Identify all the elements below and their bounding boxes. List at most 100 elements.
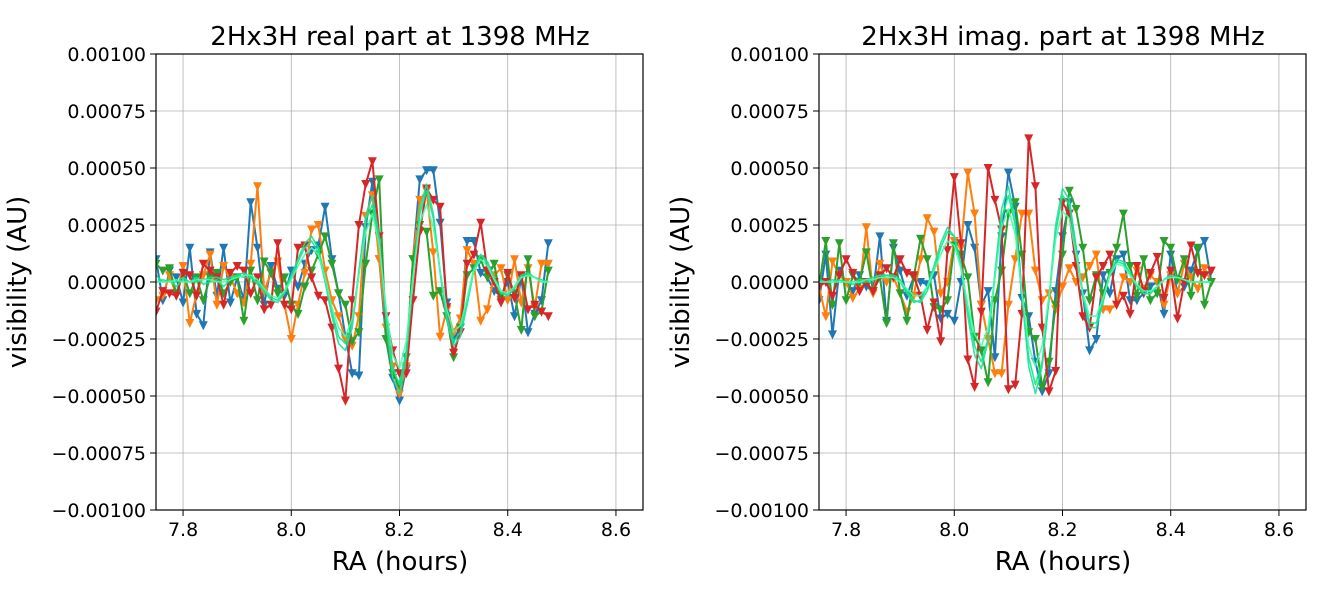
data-point — [239, 266, 249, 276]
series-red — [156, 157, 553, 406]
data-point — [875, 259, 885, 269]
x-tick-label: 8.2 — [384, 519, 414, 541]
data-point — [1200, 237, 1209, 246]
x-tick-label: 8.0 — [276, 519, 306, 541]
data-point — [435, 202, 445, 212]
data-point — [922, 214, 932, 224]
data-point — [1206, 266, 1216, 276]
data-point — [178, 298, 188, 308]
data-point — [1105, 289, 1115, 299]
series-model-2 — [156, 183, 549, 395]
tick-layer: 7.8 8.0 8.2 8.4 8.6 0.00100 0.00075 0.00050 0.00… — [52, 44, 632, 541]
data-point — [1030, 182, 1040, 192]
data-point — [428, 166, 438, 176]
data-point — [882, 278, 892, 287]
data-point — [821, 237, 831, 246]
data-point — [334, 312, 344, 322]
data-point — [374, 175, 384, 185]
data-point — [178, 268, 188, 278]
data-point — [1139, 255, 1149, 265]
data-point — [482, 305, 492, 315]
data-point — [936, 337, 946, 347]
data-point — [882, 264, 892, 274]
series-line-model-3 — [819, 208, 1212, 368]
data-point — [300, 241, 310, 251]
data-point — [1159, 309, 1169, 319]
data-point — [523, 305, 533, 315]
data-point — [1071, 205, 1081, 214]
data-point — [476, 268, 486, 278]
data-point — [1118, 273, 1128, 283]
data-point — [949, 173, 959, 183]
data-point — [861, 248, 871, 258]
data-point — [313, 221, 323, 230]
data-point — [888, 239, 898, 249]
data-point — [503, 296, 513, 306]
data-point — [198, 321, 208, 331]
data-point — [1145, 296, 1155, 306]
data-point — [232, 262, 242, 271]
data-point — [422, 227, 432, 237]
data-point — [1193, 268, 1203, 278]
data-point — [225, 298, 235, 308]
data-point — [1132, 262, 1142, 271]
data-point — [462, 246, 472, 256]
data-point — [165, 289, 174, 299]
data-point — [1152, 289, 1162, 299]
data-point — [435, 332, 445, 342]
data-point — [334, 289, 344, 299]
data-point — [171, 273, 181, 283]
data-point — [895, 266, 905, 276]
data-point — [219, 262, 229, 271]
series-line-model-2 — [156, 183, 549, 395]
data-point — [861, 223, 871, 233]
data-point — [192, 309, 202, 319]
data-point — [936, 289, 946, 299]
series-red — [819, 134, 1216, 397]
grid — [819, 53, 1306, 511]
data-point — [895, 255, 905, 265]
data-point — [422, 166, 432, 176]
data-point — [875, 232, 885, 242]
data-point — [1200, 264, 1209, 274]
y-tick-label: −0.00075 — [715, 443, 810, 465]
y-tick-label: 0.00000 — [730, 272, 809, 294]
data-point — [834, 271, 844, 281]
series-model-2 — [819, 185, 1212, 395]
y-tick-label: 0.00075 — [730, 101, 809, 123]
data-point — [1003, 168, 1013, 178]
data-point — [327, 259, 337, 269]
data-point — [1024, 134, 1034, 144]
x-tick-label: 8.6 — [601, 519, 631, 541]
data-point — [543, 266, 553, 276]
data-point — [246, 289, 256, 299]
data-point — [909, 271, 919, 281]
series-model-3 — [156, 203, 549, 370]
data-point — [205, 266, 215, 276]
data-point — [280, 300, 289, 310]
data-point — [496, 264, 506, 274]
y-tick-label: −0.00025 — [715, 329, 810, 351]
data-point — [882, 319, 892, 328]
data-point — [422, 184, 432, 194]
data-point — [943, 309, 952, 319]
data-point — [198, 259, 208, 269]
data-point — [156, 259, 161, 269]
chart-real-part: 2Hx3H real part at 1398 MHz RA (hours) v… — [3, 22, 644, 577]
data-point — [1037, 382, 1047, 392]
data-point — [902, 268, 912, 278]
data-point — [165, 264, 174, 274]
data-point — [523, 328, 533, 338]
data-point — [449, 348, 459, 358]
x-tick-label: 8.0 — [939, 519, 969, 541]
data-point — [929, 227, 939, 237]
data-point — [848, 268, 858, 278]
data-point — [1037, 296, 1047, 306]
data-point — [1159, 294, 1169, 303]
data-point — [253, 243, 262, 253]
data-point — [523, 255, 533, 265]
data-point — [266, 262, 276, 271]
data-point — [1145, 268, 1155, 278]
data-point — [428, 248, 438, 258]
